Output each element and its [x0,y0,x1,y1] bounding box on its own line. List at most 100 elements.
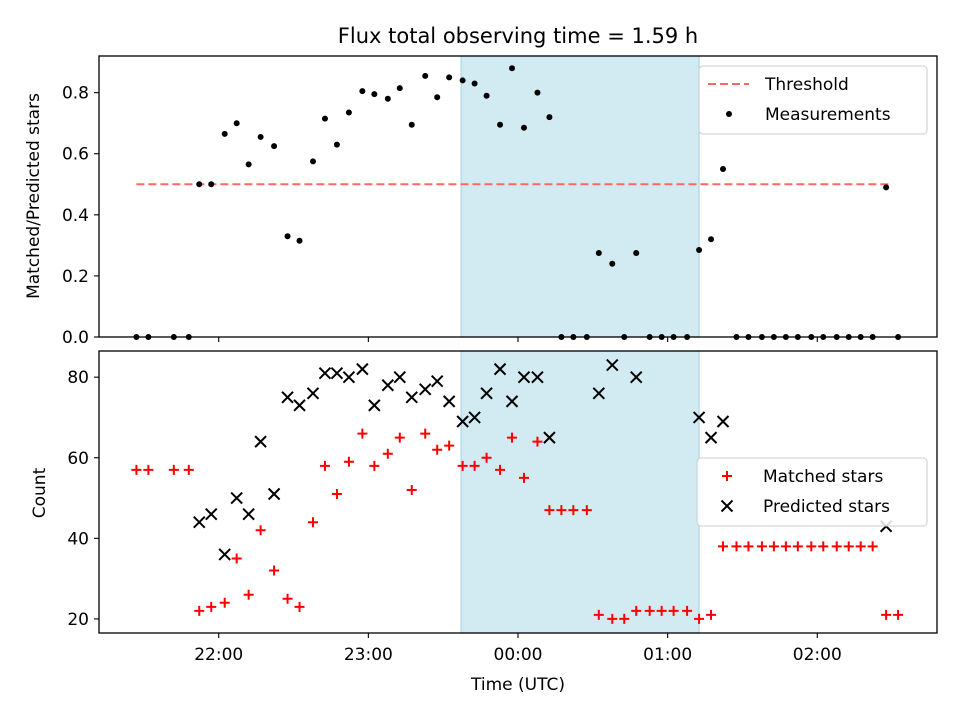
predicted-star-point [306,387,320,400]
measurement-point [696,246,703,253]
measurement-point [708,236,715,243]
matched-star-point [619,613,630,624]
matched-star-point [420,428,431,439]
legend-matched-swatch [722,471,732,481]
measurement-point [345,109,352,116]
predicted-star-point [281,391,294,404]
predicted-star-point [606,358,619,372]
measurement-point [384,95,391,102]
predicted-star-point [356,362,369,376]
predicted-star-point [368,399,381,412]
x-tick-label: 22:00 [194,645,243,665]
measurement-point [471,80,478,87]
measurement-point [396,85,403,92]
measurement-point [333,141,340,148]
matched-star-point [756,541,767,552]
measurement-point [257,133,264,140]
measurement-point [309,158,316,165]
matched-star-point [219,597,230,608]
measurement-point [633,250,640,257]
x-tick-label: 01:00 [643,645,692,665]
bottom-y-axis-label: Count [30,467,50,518]
top-plot-area: 0.0 0.2 0.4 0.6 0.8 [62,55,938,348]
matched-star-point [495,464,506,475]
predicted-star-point [430,375,444,388]
matched-star-point [593,609,604,620]
predicted-star-point [592,387,606,400]
matched-star-point [743,541,754,552]
matched-star-point [818,541,829,552]
predicted-star-point [419,383,432,396]
predicted-star-point [193,516,206,529]
predicted-star-point [468,411,481,424]
matched-star-point [231,553,242,564]
matched-star-point [518,472,529,483]
matched-star-point [668,605,679,616]
measurement-point [434,94,441,101]
matched-star-point [131,464,142,475]
matched-star-point [394,432,405,443]
measurement-point [546,114,553,121]
predicted-star-point [405,391,418,404]
measurement-point [284,233,291,240]
predicted-star-point [517,370,531,384]
matched-star-point [607,613,618,624]
legend-label: Measurements [765,105,891,125]
measurement-point [321,115,328,122]
predicted-star-point [242,507,255,521]
y-tick-label: 0.0 [62,328,89,348]
predicted-star-point [716,415,730,428]
matched-star-point [206,601,217,612]
legend-label: Matched stars [763,467,883,487]
matched-star-point [731,541,742,552]
y-tick-label: 0.6 [62,145,89,165]
matched-star-point [255,525,266,536]
y-tick-label: 80 [67,368,89,388]
predicted-star-point [330,366,344,380]
predicted-star-point [218,548,231,561]
matched-star-point [194,605,205,616]
x-tick-label: 02:00 [793,645,842,665]
predicted-star-point [543,431,556,444]
matched-star-point [269,565,280,576]
matched-star-point [331,489,342,500]
measurement-point [296,237,303,244]
predicted-star-point [493,362,507,376]
measurement-point [720,166,727,173]
matched-star-point [780,541,791,552]
predicted-star-point [230,491,243,505]
measurement-point [371,91,378,98]
predicted-star-point [630,370,643,384]
matched-star-point [893,609,904,620]
matched-star-point [343,456,354,467]
shaded-interval [460,350,700,634]
matched-star-point [382,448,393,459]
matched-star-point [792,541,803,552]
measurement-point [446,74,453,81]
measurement-point [883,184,890,191]
matched-star-point [282,593,293,604]
matched-star-point [694,613,705,624]
matched-star-point [183,464,194,475]
bottom-plot-area: 20 40 60 80 22:00 23:00 00:00 01:00 02:00 [67,350,938,665]
measurement-point [520,124,527,131]
legend-box [696,457,928,527]
measurement-point [422,72,429,79]
measurement-point [497,121,504,128]
matched-star-point [507,432,518,443]
y-tick-label: 0.4 [62,206,89,226]
legend-label: Threshold [764,75,849,95]
x-tick-label: 00:00 [494,645,543,665]
matched-star-point [881,609,892,620]
matched-star-point [307,517,318,528]
legend-predicted-swatch [720,499,734,513]
predicted-star-point [381,379,395,392]
predicted-star-point [456,415,469,428]
predicted-star-point [205,507,218,521]
measurement-point [359,88,366,95]
matched-star-point [867,541,878,552]
matched-star-point [143,464,154,475]
legend-box [698,65,928,135]
predicted-star-point [342,370,356,384]
